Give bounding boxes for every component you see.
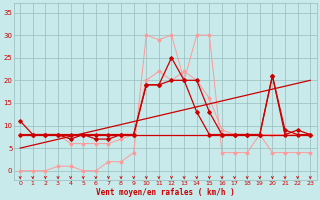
- X-axis label: Vent moyen/en rafales ( km/h ): Vent moyen/en rafales ( km/h ): [96, 188, 235, 197]
